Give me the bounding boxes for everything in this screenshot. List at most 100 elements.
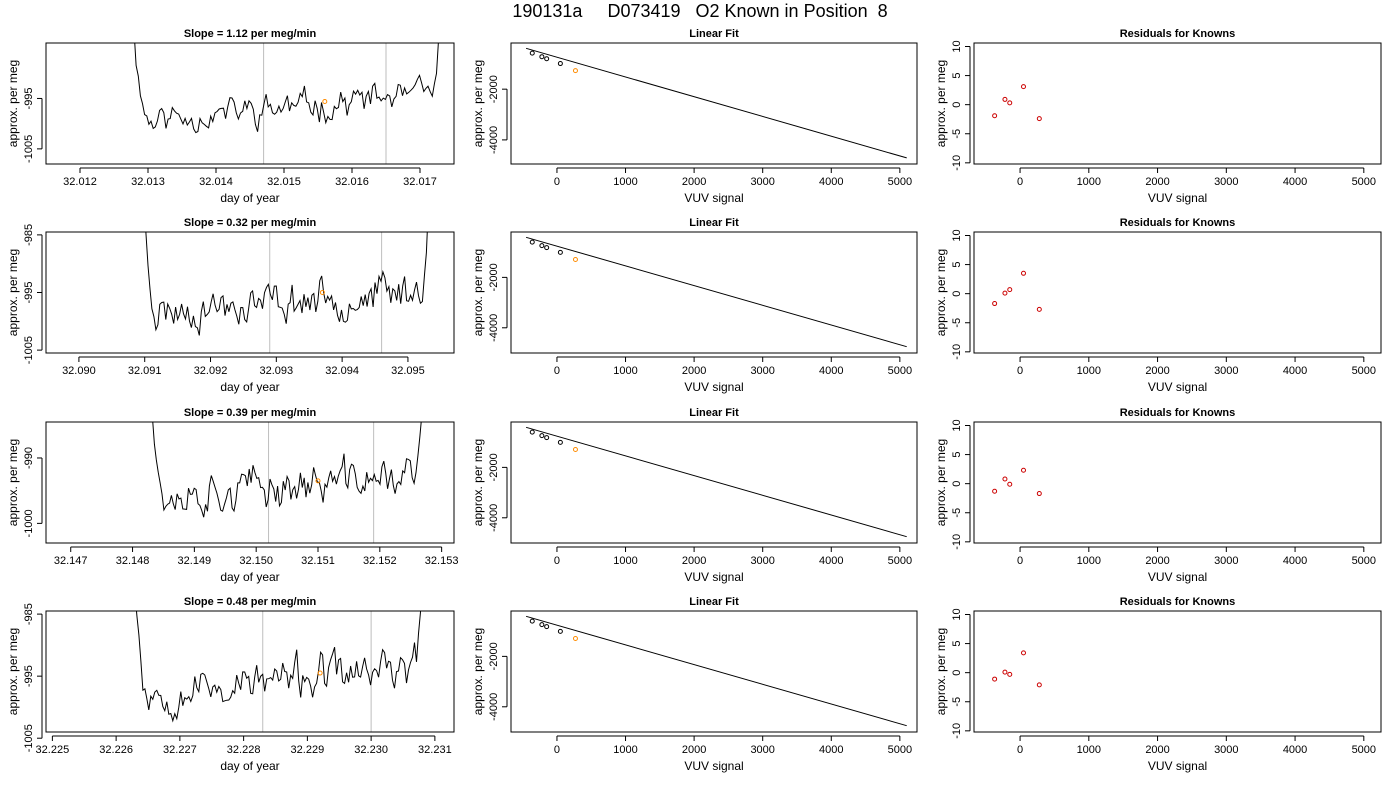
x-tick-label: 32.012 <box>63 176 97 188</box>
y-tick-label: -995 <box>23 281 35 303</box>
y-tick-label: -10 <box>951 344 963 360</box>
x-tick-label: 5000 <box>888 744 912 756</box>
y-tick-label: 0 <box>951 481 963 487</box>
y-tick-label: -2000 <box>488 642 500 670</box>
y-axis-label: approx. per meg <box>6 249 20 336</box>
x-tick-label: 3000 <box>750 365 774 377</box>
x-tick-label: 4000 <box>819 744 843 756</box>
x-tick-label: 3000 <box>750 744 774 756</box>
x-tick-label: 4000 <box>1283 555 1307 567</box>
chart-panel-fit-row-3: Linear Fit 0 1000 2000 3000 4000 5000 VUV signa… <box>471 407 918 584</box>
x-tick-label: 32.095 <box>391 365 425 377</box>
x-tick-label: 32.151 <box>301 555 335 567</box>
x-tick-label: 4000 <box>819 176 843 188</box>
x-tick-label: 32.016 <box>335 176 369 188</box>
chart-title: Linear Fit <box>689 28 739 40</box>
x-tick-label: 32.015 <box>267 176 301 188</box>
chart-title: Slope = 0.39 per meg/min <box>184 407 317 419</box>
y-tick-label: -995 <box>23 665 35 687</box>
known-point <box>544 624 550 630</box>
plot-area <box>134 43 439 164</box>
data-trace-line <box>134 43 439 134</box>
y-tick-label: -1005 <box>23 135 35 163</box>
x-tick-label: 5000 <box>1352 176 1376 188</box>
plot-frame <box>45 42 455 165</box>
residual-point <box>1036 682 1042 688</box>
chart-title: Slope = 0.48 per meg/min <box>184 596 317 608</box>
known-point <box>539 54 545 60</box>
x-tick-label: 0 <box>554 744 560 756</box>
x-tick-label: 32.225 <box>36 744 70 756</box>
y-axis-label: approx. per meg <box>934 628 948 715</box>
x-axis-label: VUV signal <box>684 191 743 205</box>
known-point <box>529 50 535 56</box>
chart-panel-residuals-row-2: Residuals for Knowns 0 1000 2000 3000 4000 500… <box>934 217 1382 394</box>
known-point <box>539 243 545 249</box>
y-tick-label: -10 <box>951 723 963 739</box>
chart-panel-residuals-row-4: Residuals for Knowns 0 1000 2000 3000 4000 500… <box>934 596 1382 773</box>
y-tick-label: -995 <box>23 87 35 109</box>
x-tick-label: 32.093 <box>259 365 293 377</box>
chart-panel-timeseries-row-4: Slope = 0.48 per meg/min 32.225 32.226 32.2… <box>6 596 455 773</box>
residual-point <box>1021 84 1026 90</box>
residual-point <box>1021 270 1026 276</box>
x-tick-label: 32.230 <box>354 744 388 756</box>
highlight-point <box>315 478 321 484</box>
x-tick-label: 1000 <box>613 555 637 567</box>
chart-panel-fit-row-2: Linear Fit 0 1000 2000 3000 4000 5000 VUV signa… <box>471 217 918 394</box>
x-tick-label: 4000 <box>819 555 843 567</box>
x-tick-label: 32.090 <box>62 365 96 377</box>
x-tick-label: 32.153 <box>425 555 459 567</box>
x-tick-label: 32.227 <box>163 744 197 756</box>
y-tick-label: 5 <box>951 73 963 79</box>
x-axis-label: VUV signal <box>684 380 743 394</box>
plot-frame <box>510 42 918 165</box>
plot-area <box>525 47 907 159</box>
y-tick-label: -5 <box>951 318 963 328</box>
x-tick-label: 1000 <box>1077 744 1101 756</box>
y-tick-label: 5 <box>951 262 963 268</box>
x-tick-label: 4000 <box>1283 365 1307 377</box>
plot-area <box>525 426 907 538</box>
x-axis-label: day of year <box>220 759 279 773</box>
x-tick-label: 32.013 <box>131 176 165 188</box>
x-tick-label: 32.147 <box>54 555 88 567</box>
y-axis-label: approx. per meg <box>934 60 948 147</box>
x-tick-label: 0 <box>554 365 560 377</box>
residual-point <box>992 301 998 307</box>
highlight-point <box>322 98 328 104</box>
fit-line <box>525 47 907 159</box>
x-tick-label: 32.150 <box>239 555 273 567</box>
residual-point <box>1036 491 1042 497</box>
x-axis-label: VUV signal <box>1148 380 1207 394</box>
highlight-point <box>319 290 325 295</box>
x-tick-label: 4000 <box>819 365 843 377</box>
residual-point <box>992 488 998 494</box>
x-tick-label: 3000 <box>1214 555 1238 567</box>
x-tick-label: 3000 <box>1214 744 1238 756</box>
plot-frame <box>973 42 1382 165</box>
plot-frame <box>973 610 1382 733</box>
chart-title: Linear Fit <box>689 217 739 229</box>
figure-title: 190131a D073419 O2 Known in Position 8 <box>512 1 888 21</box>
x-tick-label: 5000 <box>1352 555 1376 567</box>
chart-title: Residuals for Knowns <box>1120 217 1236 229</box>
x-tick-label: 4000 <box>1283 176 1307 188</box>
x-tick-label: 1000 <box>1077 176 1101 188</box>
highlight-point <box>572 256 578 262</box>
x-tick-label: 0 <box>1017 365 1023 377</box>
x-tick-label: 2000 <box>682 365 706 377</box>
y-tick-label: -1005 <box>23 724 35 752</box>
chart-panel-residuals-row-3: Residuals for Knowns 0 1000 2000 3000 4000 500… <box>934 407 1382 584</box>
y-tick-label: -10 <box>951 534 963 550</box>
plot-frame <box>45 421 455 544</box>
residual-point <box>1007 481 1013 487</box>
y-tick-label: 0 <box>951 102 963 108</box>
y-axis-label: approx. per meg <box>471 439 485 526</box>
highlight-point <box>572 68 578 74</box>
plot-frame <box>510 610 918 733</box>
x-tick-label: 2000 <box>1145 555 1169 567</box>
y-tick-label: -985 <box>23 224 35 246</box>
y-tick-label: -5 <box>951 508 963 518</box>
